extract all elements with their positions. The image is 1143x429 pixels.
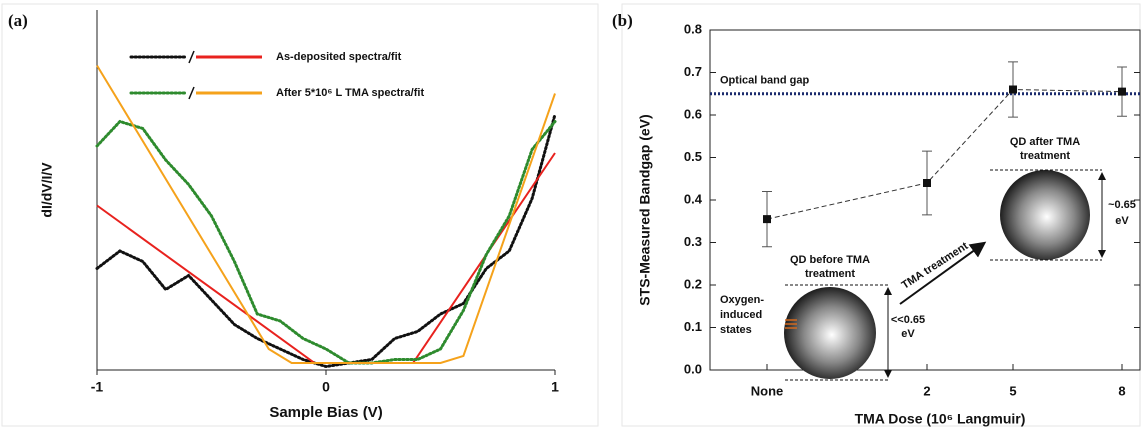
- marker: [1009, 85, 1017, 94]
- annotation: QD before TMA: [790, 254, 870, 266]
- x-tick-label: -1: [91, 379, 104, 395]
- marker: [1118, 87, 1126, 96]
- marker: [763, 215, 771, 224]
- y-tick-label: 0.5: [684, 149, 702, 164]
- y-tick-label: 0.4: [684, 191, 703, 206]
- panel-label: (a): [8, 11, 28, 30]
- oxygen-states: [785, 319, 797, 329]
- marker: [923, 179, 931, 187]
- panel-frame: [1, 3, 599, 427]
- x-axis-label: TMA Dose (10⁶ Langmuir): [855, 411, 1026, 427]
- annotation: QD after TMA: [1010, 136, 1080, 148]
- legend-separator: [188, 50, 195, 64]
- x-axis-label: Sample Bias (V): [269, 404, 382, 421]
- quantum-dot: [784, 287, 876, 379]
- x-tick-label: 8: [1118, 383, 1125, 398]
- spectra-line: [95, 119, 557, 365]
- treatment-arrow: [899, 241, 987, 305]
- x-tick-label: 2: [923, 383, 930, 398]
- legend-label: As-deposited spectra/fit: [276, 51, 402, 63]
- annotation: ~0.65: [1108, 199, 1136, 211]
- y-tick-label: 0.6: [684, 106, 702, 121]
- panel-label: (b): [612, 11, 633, 30]
- annotation: TMA treatment: [900, 240, 971, 292]
- y-tick-label: 0.3: [684, 234, 702, 249]
- gap-guides: [785, 169, 1102, 381]
- annotation: induced: [720, 309, 762, 321]
- y-tick-label: 0.2: [684, 276, 702, 291]
- annotation: treatment: [1020, 150, 1070, 162]
- reference-label: Optical band gap: [720, 75, 810, 87]
- y-axis-label: STS-Measured Bandgap (eV): [637, 114, 653, 305]
- annotation: eV: [901, 328, 915, 340]
- y-tick-label: 0.0: [684, 361, 702, 376]
- fit-line: [96, 64, 556, 364]
- x-tick-label: 0: [322, 379, 330, 395]
- y-tick-label: 0.8: [684, 21, 702, 36]
- annotation: <<0.65: [891, 314, 925, 326]
- x-tick-label: None: [751, 383, 784, 398]
- quantum-dot: [1000, 170, 1090, 260]
- x-tick-label: 5: [1009, 383, 1016, 398]
- y-tick-label: 0.7: [684, 64, 702, 79]
- x-tick-label: 1: [551, 379, 559, 395]
- annotation: treatment: [805, 268, 855, 280]
- legend-separator: [188, 86, 195, 100]
- y-axis-label: dI/dV/I/V: [39, 162, 55, 218]
- connector: [766, 88, 1123, 220]
- legend-label: After 5*10⁶ L TMA spectra/fit: [276, 87, 424, 99]
- annotation: eV: [1115, 215, 1129, 227]
- annotation: Oxygen-: [720, 294, 764, 306]
- annotation: states: [720, 324, 752, 336]
- spectra-line: [95, 113, 557, 369]
- y-tick-label: 0.1: [684, 319, 702, 334]
